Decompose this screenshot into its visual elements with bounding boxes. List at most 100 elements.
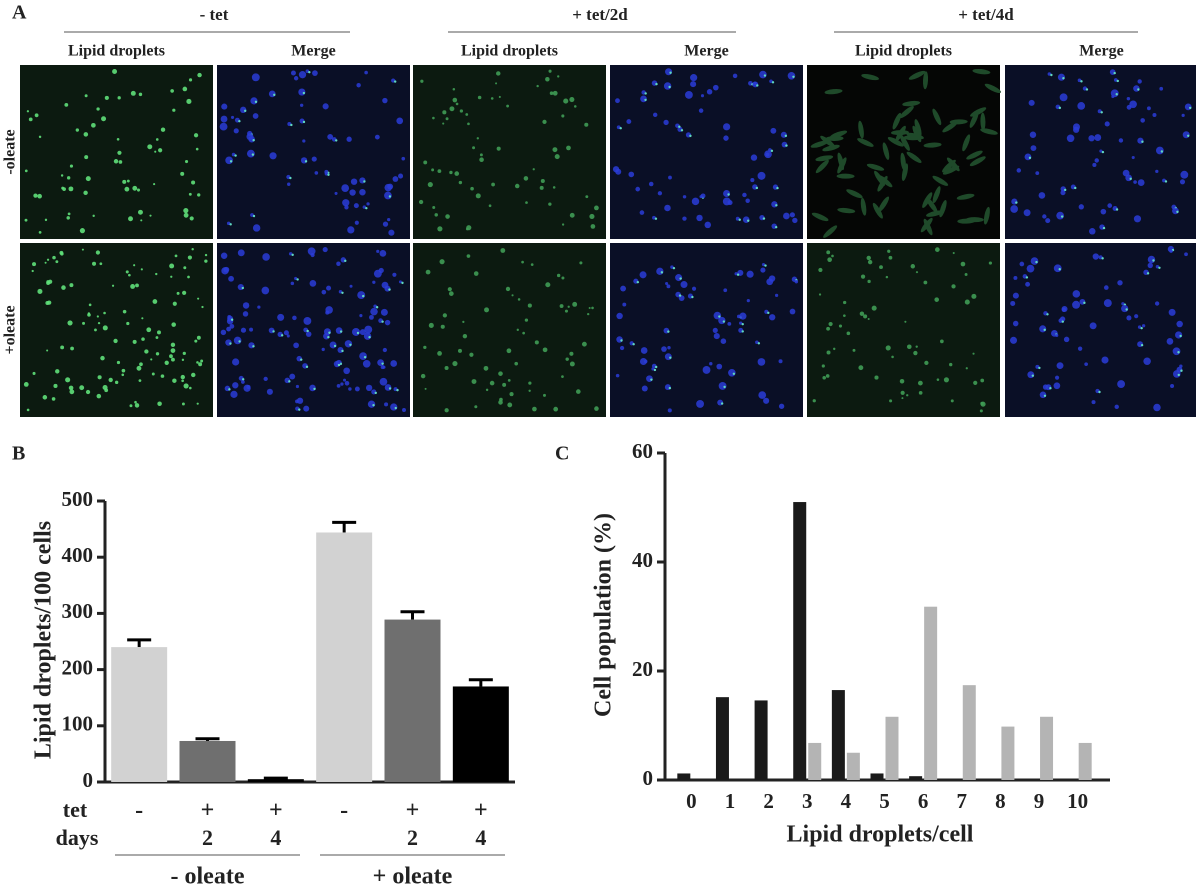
cell [822,144,840,152]
droplet [867,279,871,284]
droplet [900,390,905,395]
nucleus [357,291,366,300]
droplet [184,159,189,164]
droplet [818,267,823,273]
droplet [556,273,561,278]
cell [980,112,986,131]
droplet [828,321,833,327]
droplet [420,79,424,83]
droplet [960,261,966,267]
nucleus [1126,315,1132,321]
droplet [437,226,443,232]
nucleus [1111,95,1115,99]
droplet [423,345,427,349]
nucleus [1055,333,1059,337]
droplet [113,159,119,164]
nucleus [1103,285,1109,290]
droplet [452,87,456,91]
droplet [826,350,831,355]
bar [870,773,884,780]
cell [908,70,926,80]
droplet [540,178,545,184]
nucleus [343,378,347,382]
y-tick-label: 0 [643,766,654,790]
droplet [887,249,891,253]
droplet [924,360,929,366]
droplet [112,69,118,74]
droplet [183,383,189,389]
nucleus [221,103,228,110]
droplet [660,271,664,274]
micrograph [807,243,1000,417]
droplet [154,150,157,153]
droplet [153,182,156,186]
droplet [81,248,84,251]
droplet [420,373,426,379]
nucleus [723,288,728,293]
droplet [505,286,511,292]
nucleus [652,112,658,118]
nucleus [746,299,750,303]
nucleus [1099,149,1103,153]
droplet [164,360,169,365]
x-tick-label: - [135,798,143,824]
nucleus [1137,179,1145,186]
droplet [375,306,379,309]
nucleus [750,154,758,161]
nucleus [232,382,239,389]
nucleus [305,331,312,337]
droplet [44,261,47,264]
bar [1078,742,1092,780]
droplet [85,389,91,395]
droplet [170,89,174,93]
droplet [46,258,50,261]
nucleus [1137,79,1142,84]
droplet [542,347,548,353]
droplet [972,352,975,355]
nucleus [1030,145,1037,152]
droplet [111,284,115,287]
droplet [764,264,767,267]
nucleus [1133,180,1137,184]
droplet [915,271,919,274]
nucleus [261,286,270,295]
cell [939,200,947,218]
droplet [187,275,190,279]
droplet [1141,140,1144,143]
droplet [1140,343,1144,347]
droplet [509,391,514,397]
droplet [723,385,726,389]
droplet [183,212,189,218]
droplet [563,98,569,104]
cell [942,121,958,133]
droplet [988,261,992,265]
nucleus [665,281,669,286]
nucleus [252,224,261,232]
nucleus [750,178,755,183]
droplet [812,399,816,403]
nucleus [1166,338,1174,345]
nucleus [615,98,620,104]
droplet [1035,260,1038,264]
nucleus [321,289,327,295]
nucleus [1016,168,1022,173]
droplet [496,146,501,151]
nucleus [1168,308,1176,316]
droplet [899,379,905,384]
cell [878,196,890,212]
nucleus [698,108,704,113]
droplet [337,363,341,367]
droplet [785,144,788,147]
droplet [394,406,397,410]
nucleus [1131,155,1135,160]
nucleus [219,122,228,131]
cell [824,88,843,95]
droplet [135,283,139,288]
nucleus [376,249,380,253]
droplet [128,216,133,222]
droplet [1113,71,1116,75]
nucleus [382,97,388,104]
cell [906,151,922,163]
